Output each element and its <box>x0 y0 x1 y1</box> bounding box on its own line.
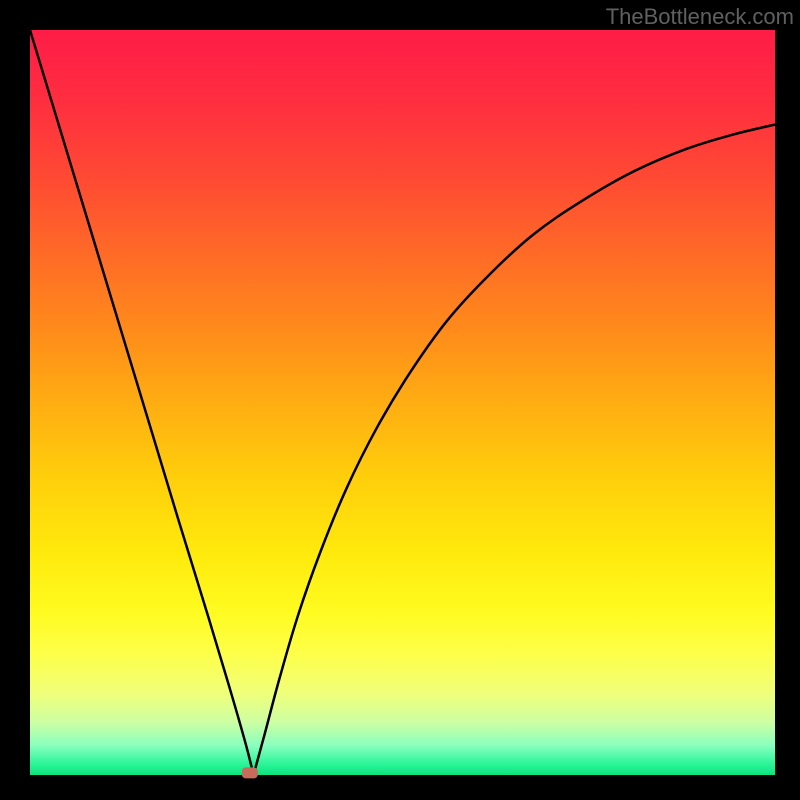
plot-area <box>30 30 775 775</box>
chart-container: TheBottleneck.com <box>0 0 800 800</box>
minimum-marker <box>242 767 258 778</box>
watermark-text: TheBottleneck.com <box>606 4 794 30</box>
gradient-background <box>30 30 775 775</box>
